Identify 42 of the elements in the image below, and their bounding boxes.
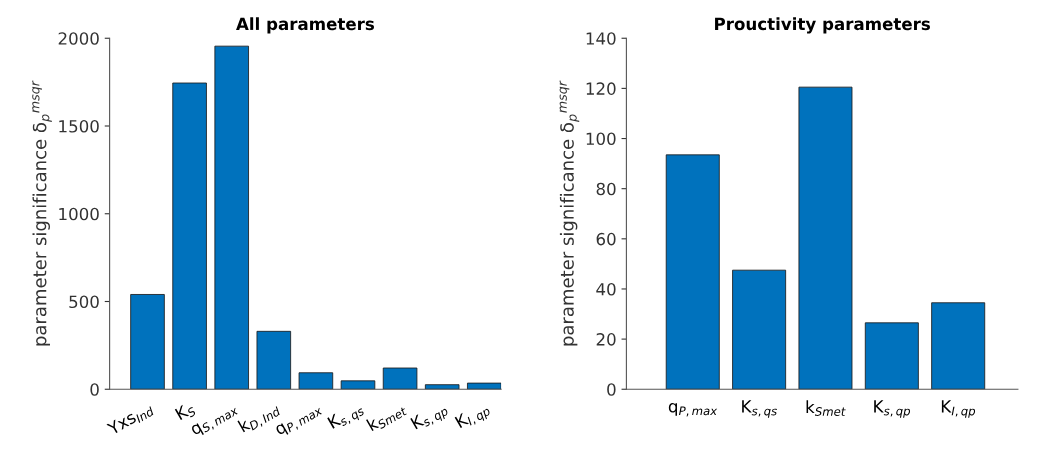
bar <box>931 302 986 390</box>
y-tick-label: 20 <box>596 333 616 346</box>
bar <box>467 382 502 390</box>
x-tick-label: k$_{Smet}$ <box>366 400 408 434</box>
y-tick-label: 500 <box>69 295 99 309</box>
bar <box>256 330 292 390</box>
chart-title: Prouctivity parameters <box>715 17 930 34</box>
bar <box>298 372 334 390</box>
x-tick-label: K$_{S}$ <box>174 401 197 423</box>
y-tick-label: 0 <box>607 383 616 396</box>
y-tick-label: 80 <box>596 182 616 196</box>
bar <box>732 269 787 390</box>
y-tick-label: 0 <box>90 383 99 396</box>
x-tick-label: q$_{P,max}$ <box>668 402 718 417</box>
x-tick-label: K$_{s,qs}$ <box>742 400 777 418</box>
x-tick-label: K$_{I,qp}$ <box>941 400 976 418</box>
bar <box>798 86 853 390</box>
bar <box>424 384 460 390</box>
x-tick-label: K$_{s,qp}$ <box>410 400 450 434</box>
x-tick-label: K$_{s,qp}$ <box>874 400 910 418</box>
bar <box>130 294 165 390</box>
y-tick-label: 40 <box>596 282 616 296</box>
bar <box>864 322 919 390</box>
y-axis-title: parameter significance δ$_{p}$$^{msqr}$ <box>559 80 580 346</box>
y-tick-label: 1000 <box>59 207 99 221</box>
y-tick-label: 1500 <box>59 119 99 133</box>
bar <box>665 154 720 390</box>
y-tick-label: 60 <box>596 232 616 246</box>
bar <box>382 367 418 390</box>
y-axis-title: parameter significance δ$_{p}$$^{msqr}$ <box>32 80 52 346</box>
x-tick-label: K$_{s,qs}$ <box>327 400 366 434</box>
y-tick-label: 2000 <box>58 32 99 45</box>
y-tick-label: 100 <box>586 132 616 146</box>
y-tick-label: 140 <box>586 32 616 45</box>
bar <box>214 45 249 390</box>
x-tick-label: Yxs$_{Ind}$ <box>106 401 155 438</box>
bar <box>172 82 207 390</box>
y-tick-label: 120 <box>586 82 616 95</box>
bar <box>340 380 376 390</box>
x-tick-label: K$_{I,qp}$ <box>454 400 493 433</box>
chart-title: All parameters <box>236 17 375 34</box>
x-tick-label: k$_{Smet}$ <box>806 400 846 416</box>
